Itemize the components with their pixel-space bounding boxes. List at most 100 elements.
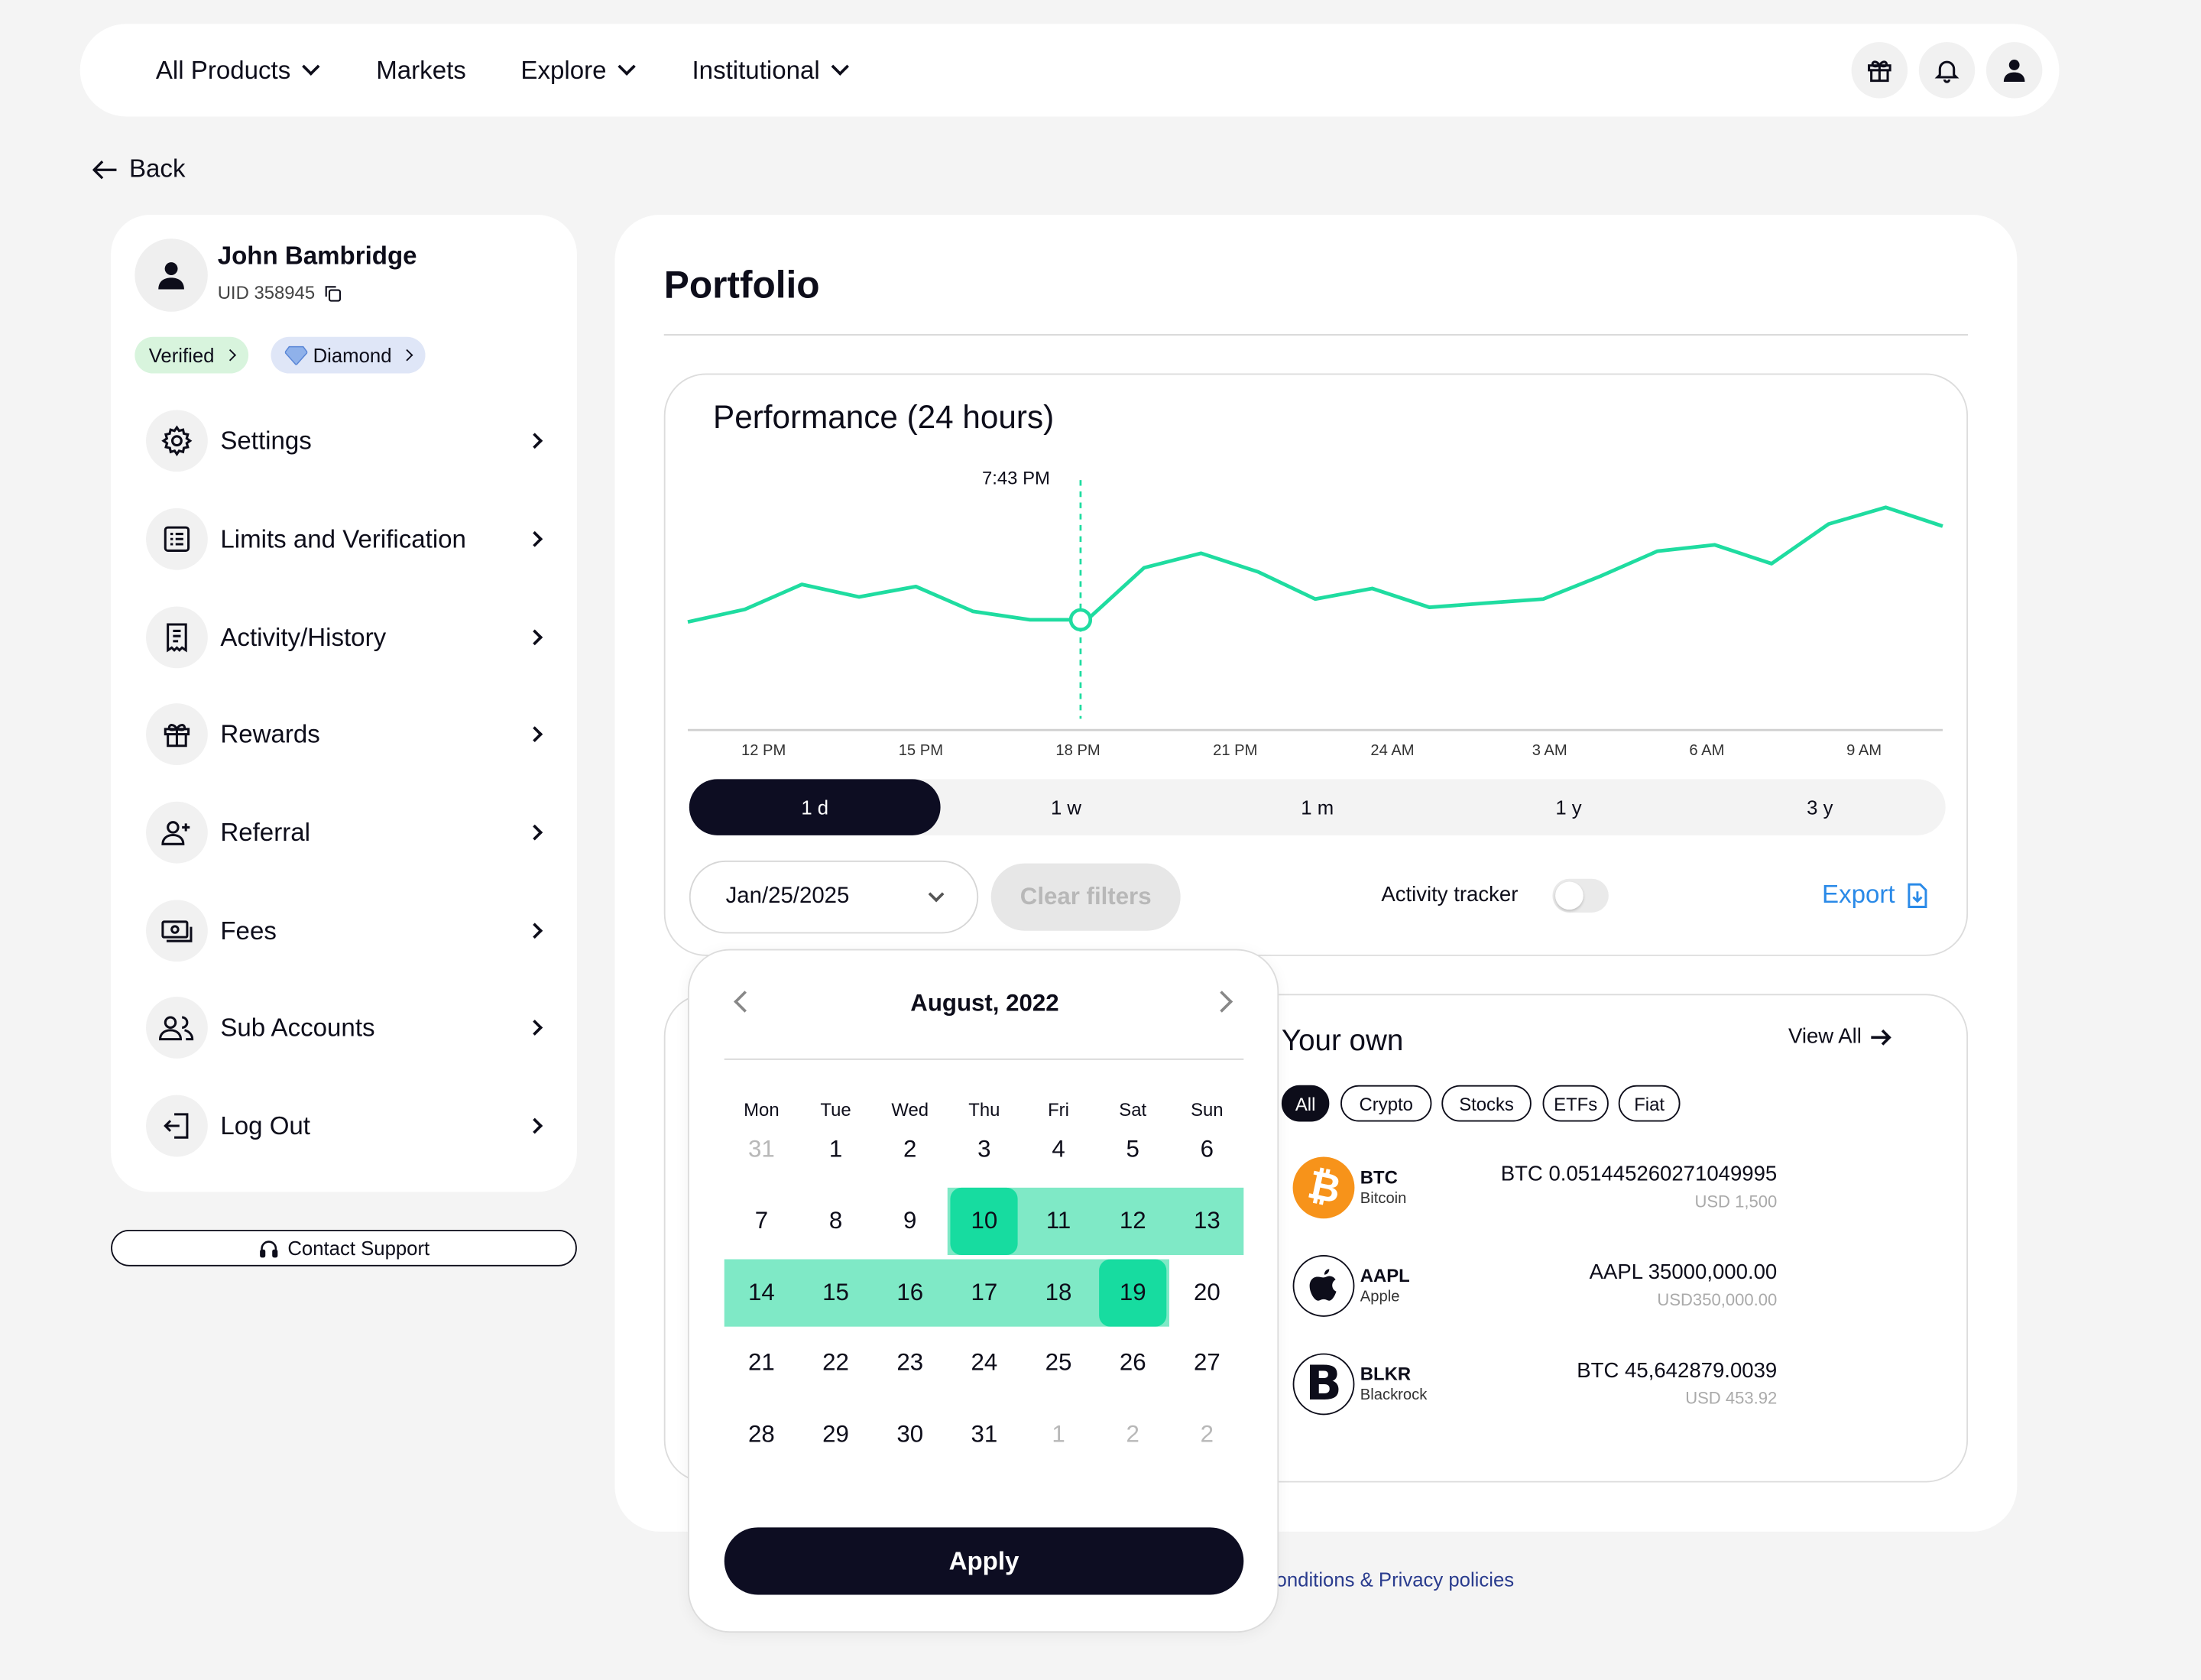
calendar-day[interactable]: 3 bbox=[977, 1135, 991, 1163]
list-icon bbox=[146, 508, 208, 570]
nav-explore[interactable]: Explore bbox=[520, 24, 636, 116]
chevron-right-icon bbox=[527, 1020, 543, 1036]
asset-usd-value: USD 453.92 bbox=[1685, 1388, 1778, 1409]
view-all-link[interactable]: View All bbox=[1788, 1025, 1892, 1049]
calendar-day[interactable]: 31 bbox=[748, 1135, 775, 1163]
user-icon[interactable] bbox=[1985, 42, 2043, 99]
asset-row-blkr[interactable]: B BLKR Blackrock BTC 45,642879.0039 USD … bbox=[1292, 1353, 1778, 1418]
contact-support-button[interactable]: Contact Support bbox=[111, 1229, 577, 1266]
filter-etfs[interactable]: ETFs bbox=[1542, 1085, 1609, 1122]
nav-markets[interactable]: Markets bbox=[376, 24, 466, 116]
apply-button[interactable]: Apply bbox=[724, 1527, 1244, 1595]
view-all-label: View All bbox=[1788, 1024, 1862, 1049]
copy-icon[interactable] bbox=[323, 283, 343, 303]
asset-row-btc[interactable]: ₿ BTC Bitcoin BTC 0.051445260271049995 U… bbox=[1292, 1156, 1778, 1221]
sidebar-item-limits[interactable]: Limits and Verification bbox=[146, 507, 546, 571]
diamond-badge[interactable]: Diamond bbox=[271, 336, 426, 374]
calendar-day[interactable]: 29 bbox=[822, 1421, 849, 1448]
calendar-day[interactable]: 23 bbox=[896, 1349, 924, 1377]
calendar-day[interactable]: 15 bbox=[822, 1278, 849, 1305]
filter-all[interactable]: All bbox=[1281, 1085, 1330, 1122]
calendar-day[interactable]: 2 bbox=[1126, 1421, 1139, 1448]
activity-tracker-toggle[interactable] bbox=[1552, 878, 1609, 913]
terms-privacy-link[interactable]: onditions & Privacy policies bbox=[1276, 1568, 1515, 1591]
range-1m[interactable]: 1 m bbox=[1301, 796, 1334, 819]
calendar-day[interactable]: 8 bbox=[828, 1207, 843, 1234]
user-icon bbox=[158, 262, 184, 290]
nav-all-products[interactable]: All Products bbox=[156, 24, 320, 116]
calendar-day[interactable]: 21 bbox=[748, 1349, 775, 1377]
calendar-day[interactable]: 18 bbox=[1045, 1278, 1072, 1305]
sidebar-item-settings[interactable]: Settings bbox=[146, 408, 546, 472]
sidebar-item-label: Activity/History bbox=[220, 622, 387, 651]
sidebar-item-referral[interactable]: Referral bbox=[146, 800, 546, 864]
calendar-day[interactable]: 10 bbox=[971, 1207, 998, 1234]
sidebar-item-activity[interactable]: Activity/History bbox=[146, 605, 546, 670]
calendar-day[interactable]: 28 bbox=[748, 1421, 775, 1448]
asset-row-aapl[interactable]: AAPL Apple AAPL 35000,000.00 USD350,000.… bbox=[1292, 1255, 1777, 1319]
sidebar-item-label: Referral bbox=[220, 817, 310, 846]
calendar-day[interactable]: 17 bbox=[971, 1278, 998, 1305]
calendar-day[interactable]: 11 bbox=[1045, 1207, 1071, 1234]
x-tick-label: 18 PM bbox=[1055, 742, 1100, 759]
nav-institutional[interactable]: Institutional bbox=[692, 24, 850, 116]
calendar-day[interactable]: 6 bbox=[1200, 1135, 1214, 1163]
download-icon bbox=[1908, 882, 1927, 908]
asset-symbol: AAPL bbox=[1360, 1264, 1410, 1286]
calendar-day[interactable]: 4 bbox=[1052, 1135, 1065, 1163]
clear-filters-button[interactable]: Clear filters bbox=[990, 863, 1181, 931]
calendar-day[interactable]: 22 bbox=[822, 1349, 849, 1377]
chevron-right-icon bbox=[527, 629, 543, 646]
export-button[interactable]: Export bbox=[1822, 881, 1929, 910]
sidebar-item-sub-accounts[interactable]: Sub Accounts bbox=[146, 995, 546, 1059]
sidebar-item-logout[interactable]: Log Out bbox=[146, 1094, 546, 1158]
chevron-right-icon bbox=[527, 1117, 543, 1134]
calendar-day[interactable]: 1 bbox=[828, 1135, 843, 1163]
range-1d[interactable]: 1 d bbox=[689, 779, 941, 835]
weekday-label: Wed bbox=[891, 1099, 929, 1121]
back-link[interactable]: Back bbox=[92, 154, 186, 184]
calendar-day[interactable]: 2 bbox=[903, 1135, 917, 1163]
hover-marker-dot[interactable] bbox=[1068, 608, 1093, 632]
calendar-day[interactable]: 2 bbox=[1200, 1421, 1214, 1448]
calendar-day[interactable]: 7 bbox=[754, 1207, 769, 1234]
calendar-day[interactable]: 25 bbox=[1045, 1349, 1072, 1377]
filter-crypto[interactable]: Crypto bbox=[1340, 1085, 1432, 1122]
calendar-day[interactable]: 16 bbox=[896, 1278, 924, 1305]
calendar-day[interactable]: 19 bbox=[1119, 1278, 1146, 1305]
calendar-day[interactable]: 1 bbox=[1052, 1421, 1065, 1448]
asset-name: Blackrock bbox=[1360, 1386, 1428, 1404]
chevron-right-icon bbox=[527, 824, 543, 841]
range-1w[interactable]: 1 w bbox=[1050, 796, 1081, 819]
range-3y[interactable]: 3 y bbox=[1807, 796, 1833, 819]
verified-badge[interactable]: Verified bbox=[135, 336, 248, 374]
filter-fiat[interactable]: Fiat bbox=[1618, 1085, 1681, 1122]
calendar-day[interactable]: 24 bbox=[971, 1349, 998, 1377]
bell-icon[interactable] bbox=[1918, 42, 1976, 99]
calendar-day[interactable]: 31 bbox=[971, 1421, 998, 1448]
calendar-day[interactable]: 9 bbox=[903, 1207, 917, 1234]
avatar bbox=[135, 238, 208, 312]
sidebar-item-rewards[interactable]: Rewards bbox=[146, 702, 546, 766]
filter-stocks[interactable]: Stocks bbox=[1441, 1085, 1532, 1122]
calendar-day[interactable]: 30 bbox=[896, 1421, 924, 1448]
performance-chart[interactable]: 12 PM 15 PM 18 PM 21 PM 24 AM 3 AM 6 AM 9 AM 7:… bbox=[686, 459, 1950, 768]
asset-symbol: BTC bbox=[1360, 1166, 1398, 1188]
calendar-day[interactable]: 26 bbox=[1119, 1349, 1146, 1377]
diamond-badge-label: Diamond bbox=[313, 343, 392, 367]
date-select[interactable]: Jan/25/2025 bbox=[689, 860, 979, 934]
calendar-day[interactable]: 14 bbox=[748, 1278, 775, 1305]
calendar-day[interactable]: 5 bbox=[1126, 1135, 1139, 1163]
performance-card: Performance (24 hours) 12 PM 15 PM 18 PM 21… bbox=[663, 373, 1969, 956]
sidebar-item-fees[interactable]: Fees bbox=[146, 898, 546, 962]
bitcoin-icon: ₿ bbox=[1292, 1156, 1355, 1219]
calendar-day[interactable]: 27 bbox=[1193, 1349, 1220, 1377]
calendar-day[interactable]: 12 bbox=[1119, 1207, 1146, 1234]
hover-marker-label: 7:43 PM bbox=[982, 469, 1050, 489]
range-1y[interactable]: 1 y bbox=[1555, 796, 1582, 819]
gift-icon[interactable] bbox=[1851, 42, 1908, 99]
verified-badge-label: Verified bbox=[148, 343, 215, 367]
calendar-day[interactable]: 20 bbox=[1193, 1278, 1220, 1305]
calendar-day[interactable]: 13 bbox=[1193, 1207, 1220, 1234]
asset-usd-value: USD 1,500 bbox=[1694, 1192, 1778, 1212]
